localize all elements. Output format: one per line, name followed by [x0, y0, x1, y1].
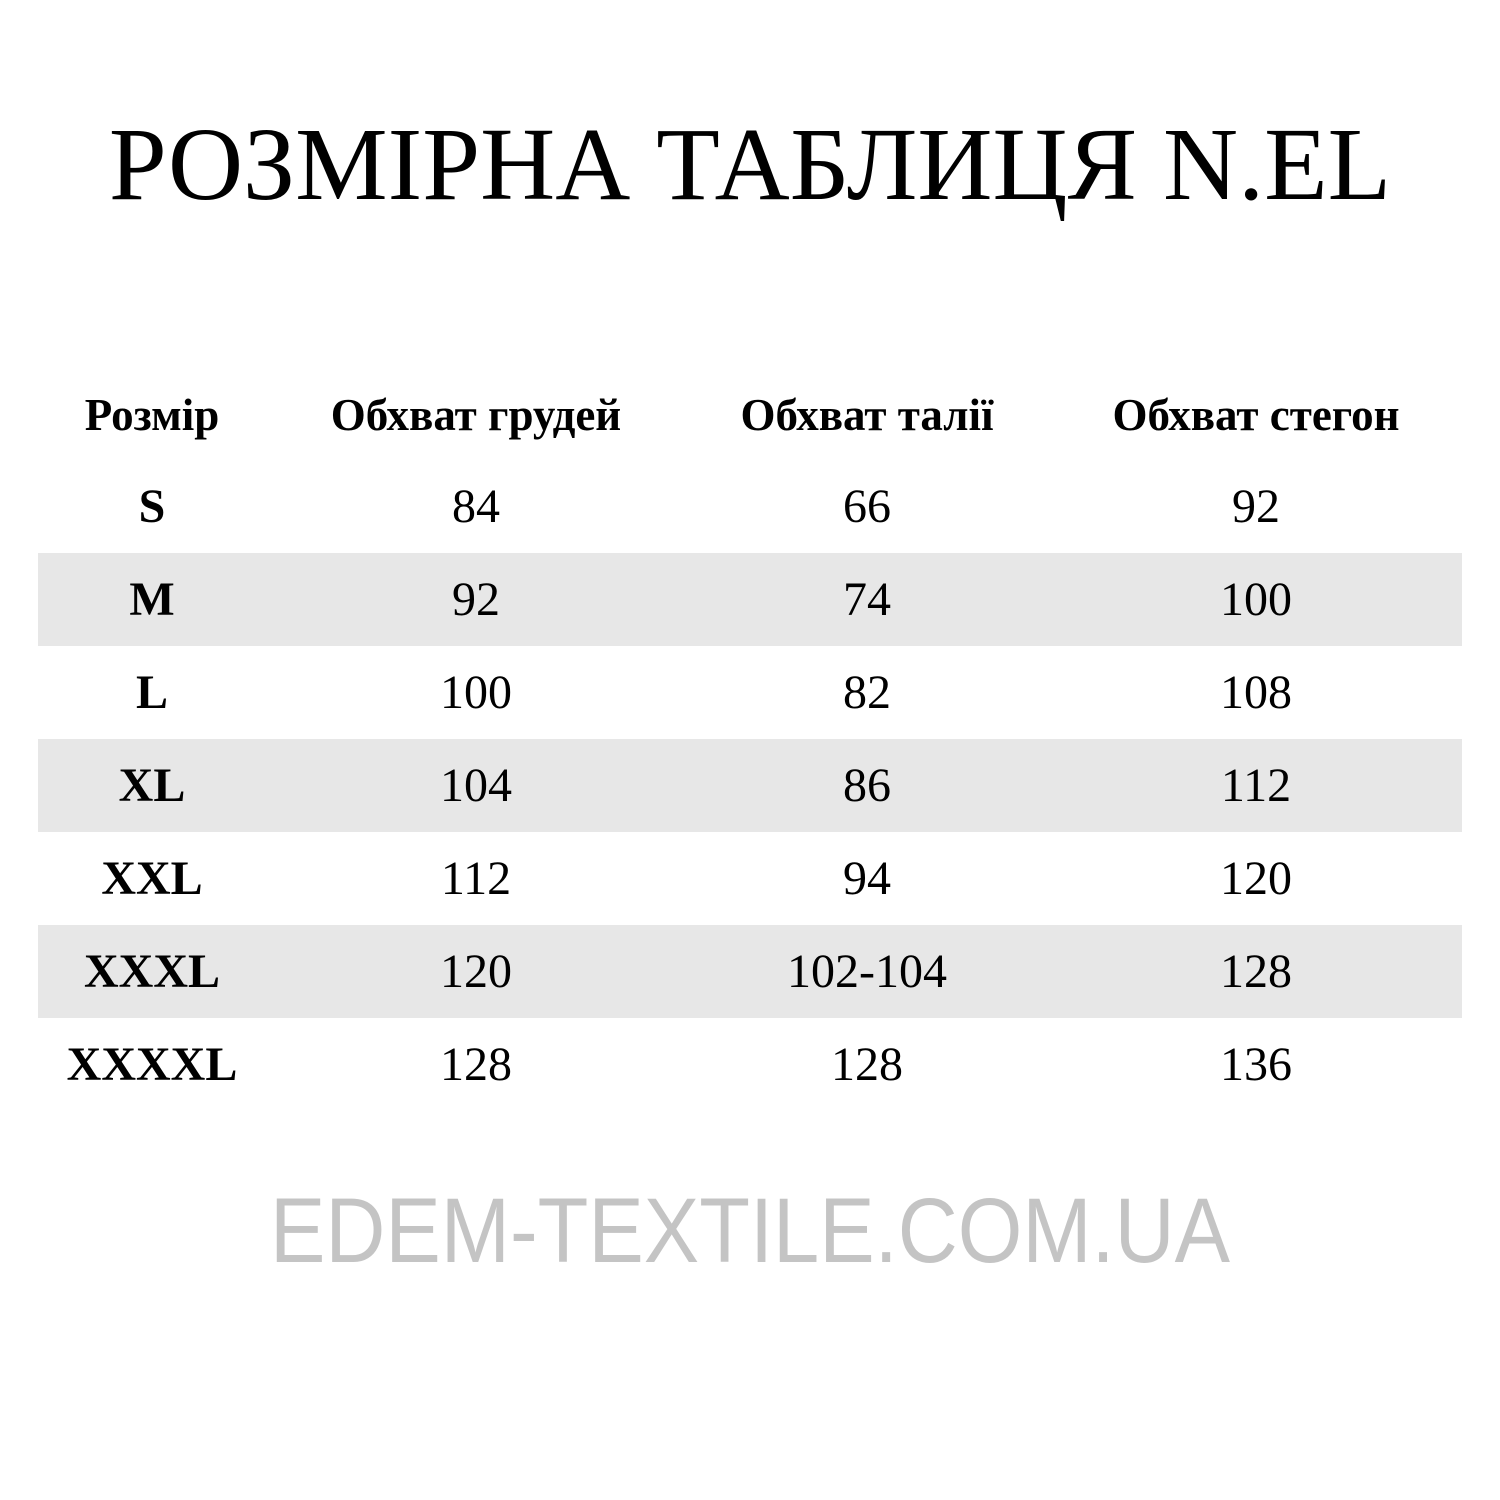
measurement-cell: 136: [1220, 1038, 1292, 1091]
measurement-cell: 128: [831, 1038, 903, 1091]
column-header: Розмір: [84, 390, 220, 440]
measurement-cell: 100: [1220, 573, 1292, 626]
column-header: Обхват грудей: [330, 390, 622, 440]
page-title: РОЗМІРНА ТАБЛИЦЯ N.EL: [108, 107, 1392, 222]
measurement-cell: 82: [843, 666, 891, 719]
measurement-cell: 128: [440, 1038, 512, 1091]
size-label: XL: [118, 759, 186, 812]
column-header: Обхват талії: [740, 390, 994, 440]
measurement-cell: 112: [1220, 759, 1292, 812]
measurement-cell: 128: [1220, 945, 1292, 998]
watermark: EDEM-TEXTILE.COM.UA: [270, 1180, 1231, 1280]
measurement-cell: 66: [843, 480, 891, 533]
measurement-cell: 84: [452, 480, 500, 533]
measurement-cell: 92: [1232, 480, 1280, 533]
measurement-cell: 104: [440, 759, 512, 812]
measurement-cell: 86: [843, 759, 891, 812]
size-label: XXXXL: [66, 1038, 238, 1091]
measurement-cell: 108: [1220, 666, 1292, 719]
column-header: Обхват стегон: [1112, 390, 1400, 440]
measurement-cell: 100: [440, 666, 512, 719]
measurement-cell: 112: [440, 852, 512, 905]
size-label: L: [135, 666, 169, 719]
measurement-cell: 102-104: [787, 945, 947, 998]
table-row: XXXL 120 102-104 128: [38, 925, 1462, 1018]
table-row: L 100 82 108: [38, 646, 1462, 739]
table-row: XXL 112 94 120: [38, 832, 1462, 925]
measurement-cell: 74: [843, 573, 891, 626]
measurement-cell: 120: [440, 945, 512, 998]
measurement-cell: 94: [843, 852, 891, 905]
table-row: XL 104 86 112: [38, 739, 1462, 832]
size-label: XXXL: [83, 945, 221, 998]
measurement-cell: 92: [452, 573, 500, 626]
watermark-text: EDEM-TEXTILE.COM.UA: [270, 1180, 1231, 1280]
table-row: M 92 74 100: [38, 553, 1462, 646]
size-label: XXL: [101, 852, 203, 905]
table-row: S 84 66 92: [38, 460, 1462, 553]
measurement-cell: 120: [1220, 852, 1292, 905]
size-label: S: [138, 480, 166, 533]
size-label: M: [129, 573, 175, 626]
table-row: XXXXL 128 128 136: [38, 1018, 1462, 1111]
